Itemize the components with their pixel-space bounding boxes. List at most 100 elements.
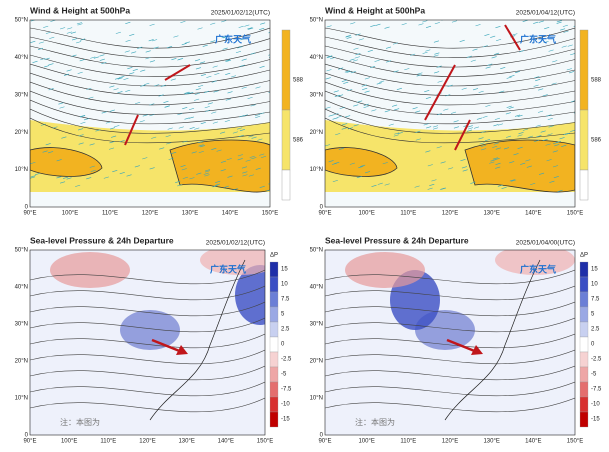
wind-barb bbox=[30, 20, 36, 22]
trough-line bbox=[424, 64, 456, 121]
wind-barb bbox=[551, 82, 557, 85]
colorbar bbox=[579, 336, 589, 353]
wind-barb bbox=[451, 20, 458, 23]
wind-barb bbox=[346, 36, 352, 39]
wind-barb bbox=[200, 121, 206, 125]
isobar bbox=[325, 397, 575, 413]
wind-barb bbox=[142, 157, 148, 160]
colorbar bbox=[269, 261, 279, 278]
wind-barb bbox=[56, 159, 62, 162]
wind-barb bbox=[225, 59, 232, 62]
panel-time: 2025/01/02/12(UTC) bbox=[206, 240, 265, 247]
contour bbox=[325, 81, 575, 106]
wind-barb bbox=[350, 71, 356, 74]
isobar bbox=[30, 285, 265, 301]
y-label: 30°N bbox=[15, 322, 28, 328]
x-label: 110°E bbox=[400, 439, 416, 445]
wind-barb bbox=[127, 66, 133, 70]
wind-barb bbox=[573, 25, 575, 27]
wind-barb bbox=[245, 159, 251, 162]
colorbar bbox=[269, 396, 279, 413]
wind-barb bbox=[453, 120, 459, 123]
wind-barb bbox=[237, 158, 243, 161]
wind-barb bbox=[422, 51, 428, 54]
wind-barb bbox=[514, 114, 521, 117]
contour bbox=[325, 27, 575, 49]
wind-barb bbox=[202, 44, 208, 47]
wind-barb bbox=[490, 35, 496, 38]
wind-barb bbox=[213, 90, 219, 93]
y-label: 50°N bbox=[15, 248, 28, 254]
wind-barb bbox=[540, 130, 546, 133]
wind-barb bbox=[32, 60, 38, 63]
wind-barb bbox=[425, 150, 431, 153]
x-label: 130°E bbox=[483, 211, 499, 217]
wind-barb bbox=[440, 161, 446, 164]
wind-barb bbox=[199, 61, 206, 64]
wind-barb bbox=[364, 77, 370, 80]
wind-barb bbox=[166, 45, 173, 49]
wind-barb bbox=[517, 114, 523, 117]
wind-barb bbox=[506, 105, 512, 108]
colorbar-label: 15 bbox=[591, 267, 598, 273]
wind-barb bbox=[61, 136, 67, 139]
wind-barb bbox=[333, 113, 339, 116]
wind-barb bbox=[557, 189, 563, 192]
colorbar bbox=[579, 366, 589, 383]
wind-barb bbox=[239, 115, 245, 118]
wind-barb bbox=[327, 55, 333, 58]
wind-barb bbox=[424, 90, 430, 93]
wind-barb bbox=[142, 114, 148, 117]
wind-barb bbox=[427, 164, 433, 167]
contour bbox=[325, 45, 575, 68]
wind-barb bbox=[77, 71, 83, 74]
wind-barb bbox=[255, 167, 261, 170]
wind-barb bbox=[66, 69, 72, 72]
wind-barb bbox=[566, 68, 572, 71]
contour bbox=[30, 27, 270, 49]
colorbar-label: -5 bbox=[281, 372, 287, 378]
wind-barb bbox=[337, 94, 344, 97]
y-label: 30°N bbox=[310, 322, 323, 328]
wind-barb bbox=[125, 39, 131, 42]
wind-barb bbox=[225, 72, 231, 75]
colorbar-label: 0 bbox=[591, 342, 595, 348]
wind-barb bbox=[123, 77, 129, 81]
x-label: 120°E bbox=[139, 439, 155, 445]
y-label: 40°N bbox=[310, 55, 323, 61]
wind-barb bbox=[553, 175, 559, 179]
x-label: 120°E bbox=[442, 439, 458, 445]
wind-barb bbox=[363, 105, 369, 109]
wind-barb bbox=[489, 161, 495, 164]
wind-barb bbox=[352, 59, 358, 62]
y-label: 20°N bbox=[310, 130, 323, 136]
height-588 bbox=[169, 139, 270, 193]
wind-barb bbox=[527, 135, 534, 138]
wind-barb bbox=[344, 70, 350, 73]
wind-barb bbox=[570, 53, 575, 56]
wind-barb bbox=[111, 135, 117, 138]
wind-barb bbox=[66, 177, 72, 180]
wind-barb bbox=[56, 176, 62, 179]
wind-barb bbox=[493, 52, 500, 55]
wind-barb bbox=[336, 115, 342, 118]
wind-barb bbox=[534, 76, 540, 79]
wind-barb bbox=[460, 159, 466, 162]
wind-barb bbox=[497, 123, 504, 126]
wind-barb bbox=[255, 86, 261, 89]
colorbar bbox=[579, 381, 589, 398]
wind-barb bbox=[462, 169, 468, 172]
wind-barb bbox=[394, 132, 400, 135]
wind-barb bbox=[548, 49, 554, 52]
wind-barb bbox=[224, 59, 231, 62]
wind-barb bbox=[388, 123, 394, 126]
wind-barb bbox=[536, 135, 542, 138]
wind-barb bbox=[90, 169, 96, 172]
wind-barb bbox=[535, 124, 541, 127]
wind-barb bbox=[131, 51, 137, 54]
colorbar-label: 588 bbox=[293, 78, 304, 84]
wind-barb bbox=[325, 144, 331, 147]
wind-barb bbox=[326, 69, 332, 72]
colorbar bbox=[579, 169, 589, 201]
wind-barb bbox=[377, 182, 383, 185]
